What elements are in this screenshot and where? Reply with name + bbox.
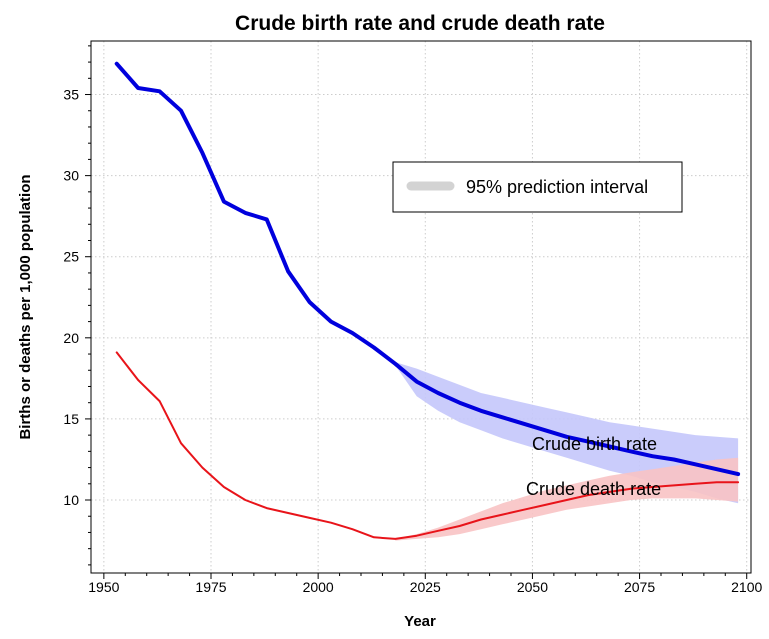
x-tick-label: 2050: [517, 579, 548, 595]
grid: [91, 41, 751, 573]
plot-frame: [90, 40, 752, 574]
y-tick-label: 35: [63, 87, 79, 103]
x-tick-label: 2075: [624, 579, 655, 595]
series-lines: [114, 61, 741, 540]
x-axis-ticks: 1950 1975 2000 2025 2050 2075 2100: [88, 573, 762, 595]
series-label-birth: Crude birth rate: [532, 434, 657, 454]
chart-title: Crude birth rate and crude death rate: [235, 12, 605, 35]
x-tick-label: 2025: [410, 579, 441, 595]
legend-label: 95% prediction interval: [466, 177, 648, 197]
x-tick-label: 2100: [731, 579, 762, 595]
y-tick-label: 15: [63, 411, 79, 427]
series-label-death: Crude death rate: [526, 479, 661, 499]
y-axis-title: Births or deaths per 1,000 population: [17, 174, 34, 439]
y-tick-label: 20: [63, 330, 79, 346]
prediction-band-birth: [395, 362, 739, 504]
series-labels: Crude birth rate Crude death rate: [526, 434, 661, 499]
series-line-death: [115, 351, 740, 540]
series-line-birth: [114, 61, 741, 477]
x-tick-label: 2000: [303, 579, 334, 595]
legend: 95% prediction interval: [392, 161, 683, 213]
x-axis-title: Year: [404, 613, 436, 630]
y-tick-label: 30: [63, 168, 79, 184]
y-tick-label: 10: [63, 492, 79, 508]
y-tick-label: 25: [63, 249, 79, 265]
x-tick-label: 1975: [195, 579, 226, 595]
x-tick-label: 1950: [88, 579, 119, 595]
y-axis-ticks: 10 15 20 25 30 35: [63, 45, 91, 566]
